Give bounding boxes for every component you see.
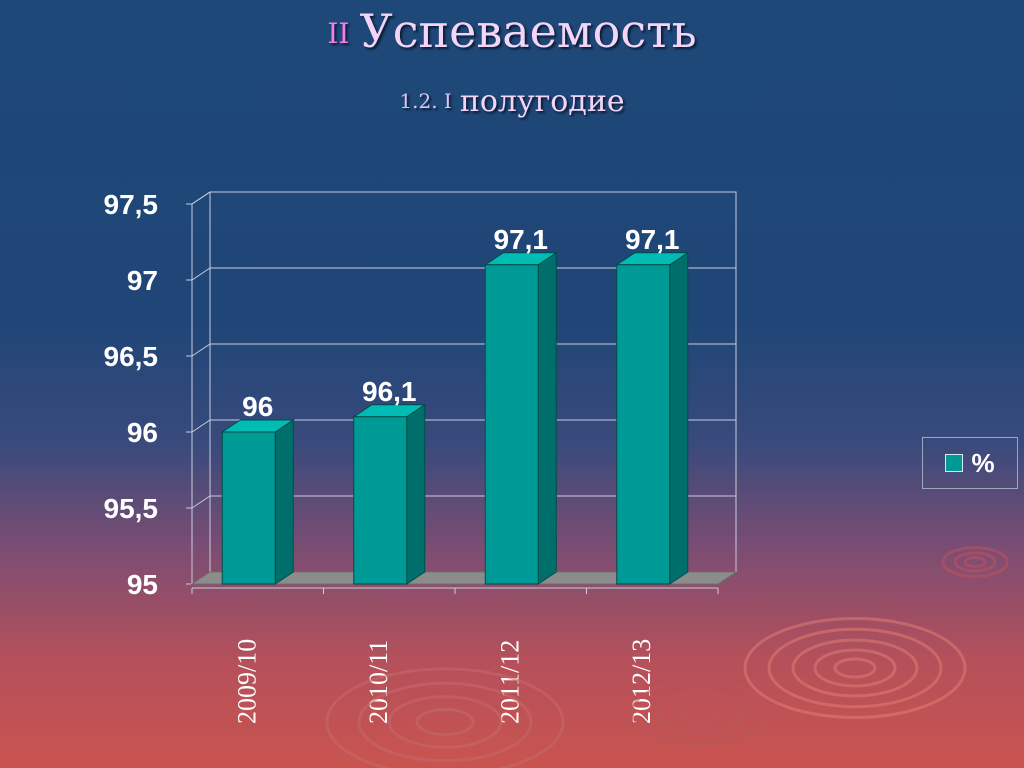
bar: [221, 431, 276, 585]
data-label: 97,1: [494, 224, 549, 255]
bar-side: [274, 419, 294, 585]
data-label: 96: [242, 391, 273, 422]
ripple-decoration: [767, 627, 943, 709]
bar: [353, 416, 408, 585]
gridline-side: [191, 191, 211, 205]
bar-side: [669, 251, 689, 585]
bar: [484, 264, 539, 585]
gridline-side: [191, 495, 211, 509]
gridline-side: [191, 267, 211, 281]
y-tick-label: 95: [127, 569, 158, 600]
ripple-decoration: [325, 667, 565, 768]
ripple-decoration: [415, 707, 475, 737]
ripple-decoration: [953, 551, 997, 573]
title-number: II: [327, 17, 350, 50]
ripple-decoration: [357, 681, 533, 763]
chart-legend: %: [922, 437, 1018, 489]
ripple-decoration: [676, 700, 724, 724]
ripple-decoration: [654, 690, 746, 734]
ripple-decoration: [963, 556, 987, 568]
subtitle-text: полугодие: [459, 84, 625, 119]
bar: [616, 264, 671, 585]
gridline-side: [191, 419, 211, 433]
y-tick-label: 95,5: [104, 493, 159, 524]
data-label: 96,1: [362, 376, 417, 407]
bar-side: [537, 251, 557, 585]
x-tick-label: 2009/10: [233, 639, 262, 724]
y-tick-label: 97,5: [104, 189, 159, 220]
ripple-decoration: [743, 617, 967, 719]
legend-swatch: [945, 454, 964, 472]
y-tick-label: 96: [127, 417, 158, 448]
ripple-decoration: [833, 657, 877, 679]
data-label: 97,1: [625, 224, 680, 255]
slide-title: II Успеваемость: [0, 4, 1024, 58]
ripple-decoration: [387, 695, 503, 749]
ripple-decoration: [791, 638, 919, 698]
y-tick-label: 97: [127, 265, 158, 296]
ripple-decoration: [630, 679, 770, 745]
subtitle-number: 1.2. I: [399, 89, 452, 113]
slide-subtitle: 1.2. I полугодие: [0, 84, 1024, 119]
title-text: Успеваемость: [359, 4, 697, 58]
legend-label: %: [971, 447, 995, 478]
y-tick-label: 96,5: [104, 341, 159, 372]
ripple-decoration: [813, 648, 897, 688]
chart-floor: [190, 571, 738, 585]
ripple-decoration: [941, 546, 1009, 578]
gridline-side: [191, 343, 211, 357]
bar-side: [406, 403, 426, 585]
